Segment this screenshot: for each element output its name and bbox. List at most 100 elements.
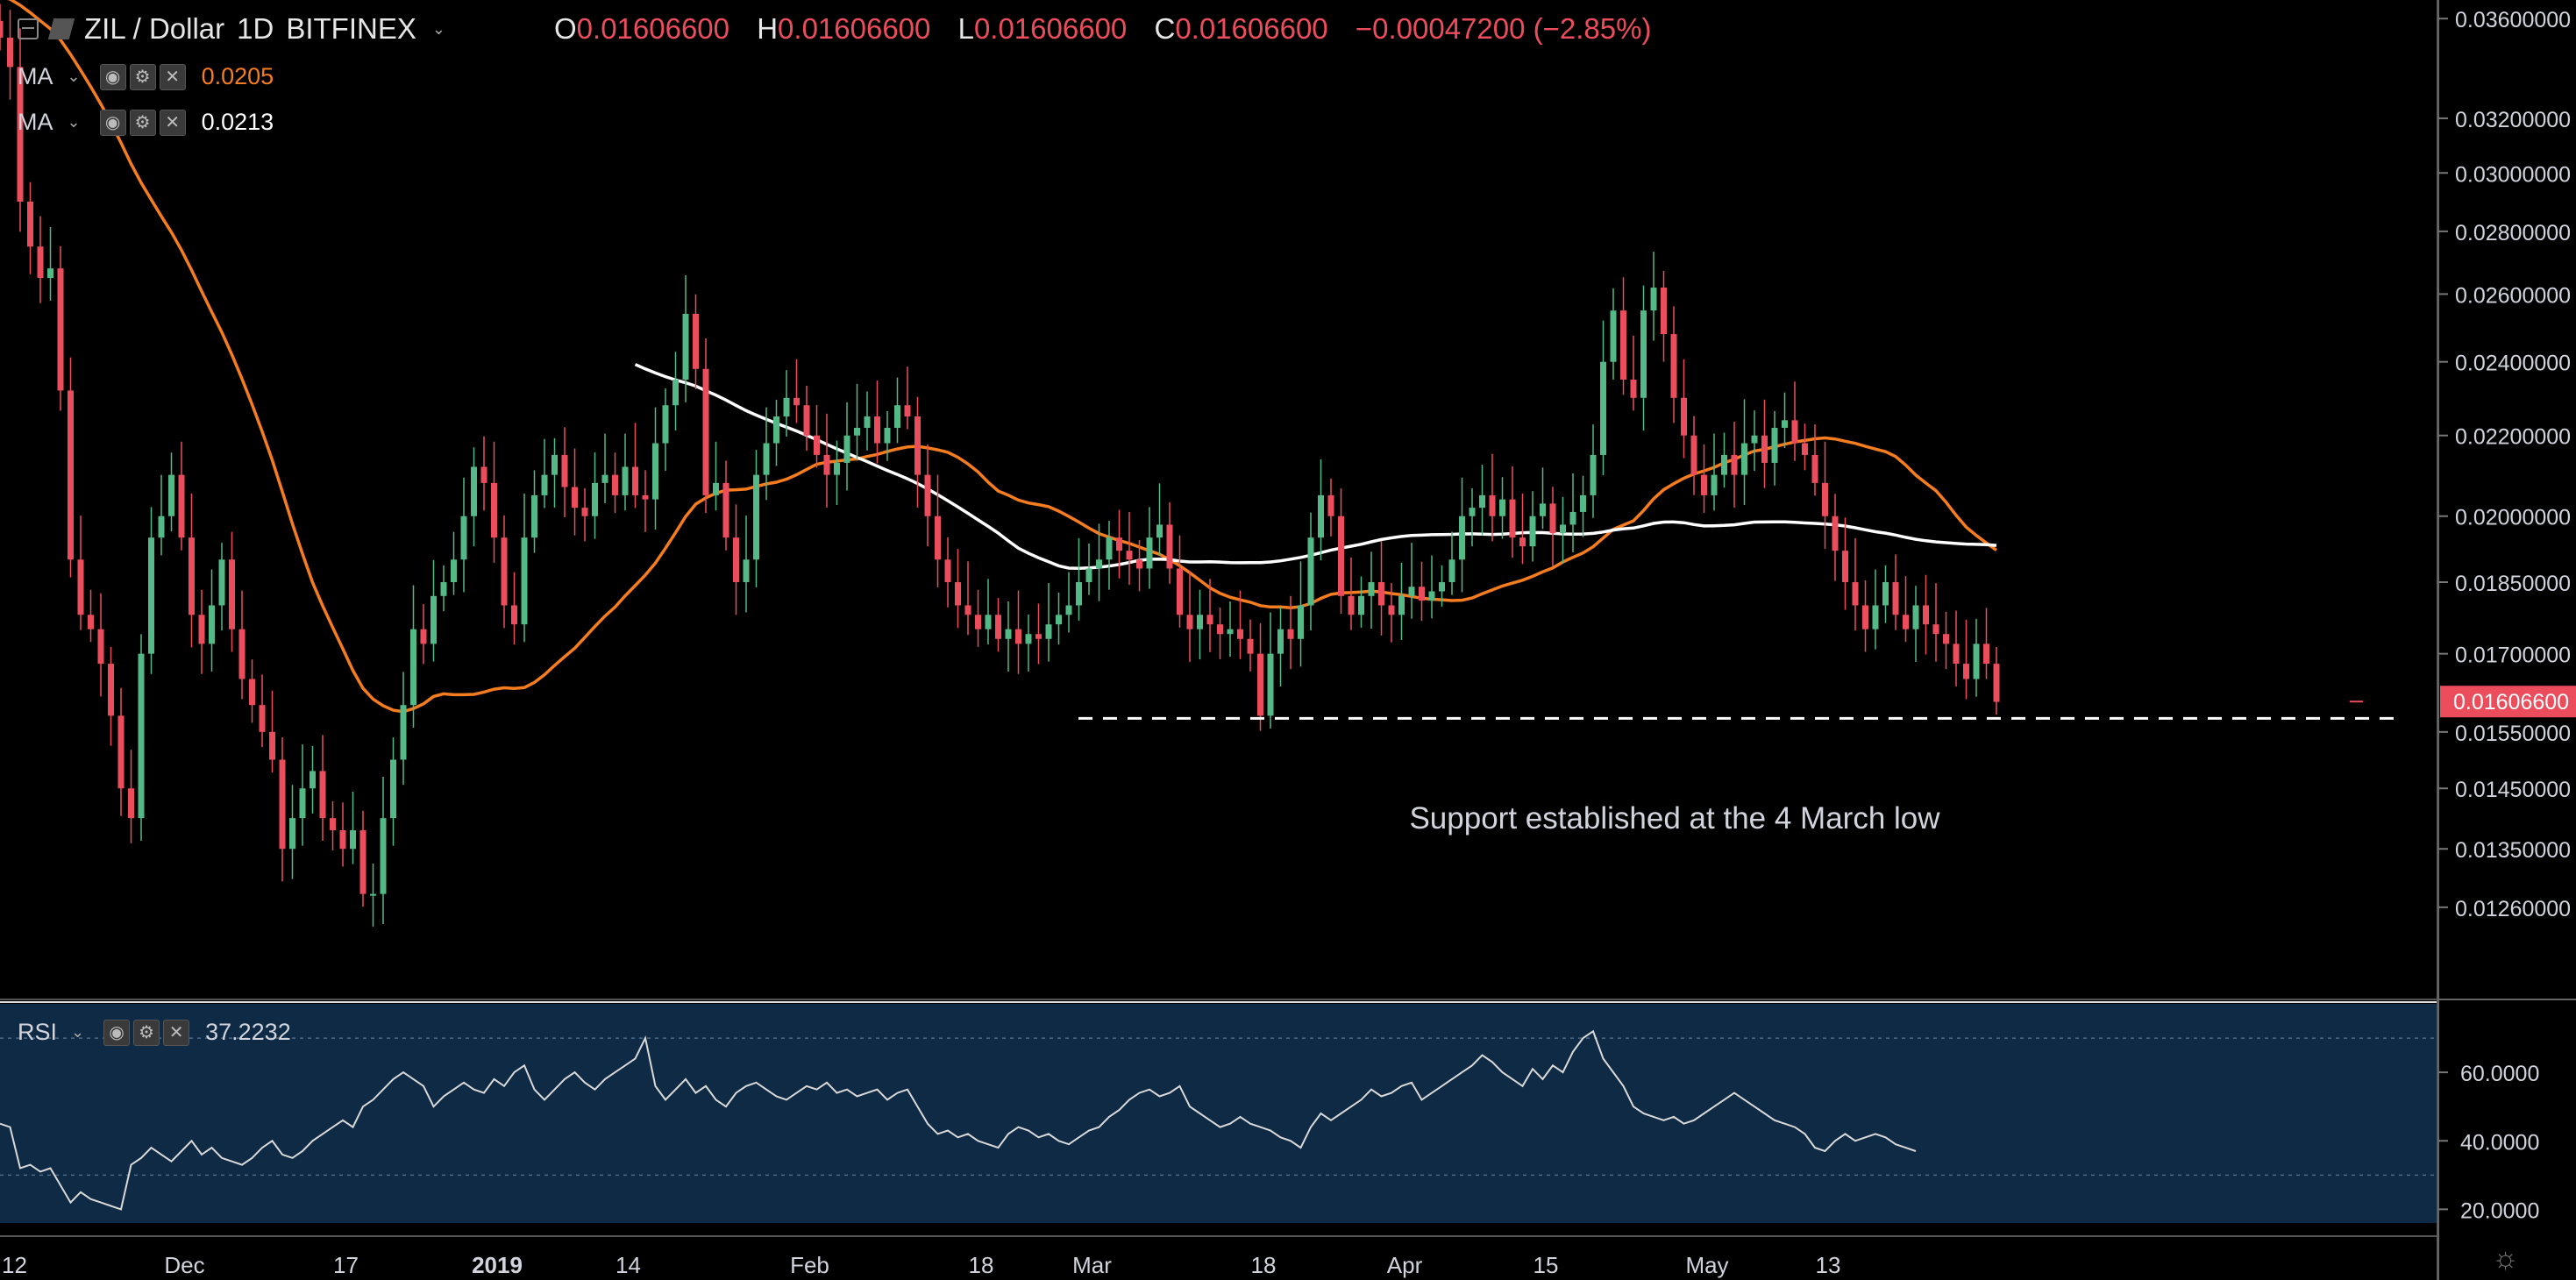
- candle: [1741, 399, 1747, 506]
- price-axis-tick: 0.02400000: [2455, 352, 2571, 376]
- candle: [299, 744, 306, 846]
- candle: [47, 227, 53, 301]
- candle: [1177, 535, 1183, 628]
- ma-fast-legend[interactable]: MA ⌄ ◉ ⚙ ✕ 0.0205: [18, 63, 274, 90]
- candle: [189, 494, 195, 648]
- symbol-name[interactable]: ZIL / Dollar: [84, 12, 225, 45]
- candle: [238, 590, 246, 700]
- candle: [1499, 477, 1505, 539]
- candle: [702, 338, 709, 514]
- candle: [68, 357, 74, 578]
- candle: [1428, 555, 1435, 619]
- chevron-down-icon[interactable]: ⌄: [67, 113, 81, 131]
- candle: [1287, 595, 1294, 670]
- gear-icon[interactable]: ⚙: [129, 63, 156, 90]
- candle: [1731, 422, 1738, 508]
- collapse-icon[interactable]: [18, 18, 39, 39]
- close-icon[interactable]: ✕: [159, 63, 186, 90]
- close-value: 0.01606600: [1175, 12, 1328, 45]
- candle: [57, 245, 64, 411]
- candle: [521, 494, 528, 643]
- candle: [511, 572, 517, 645]
- time-axis-tick: 17: [333, 1252, 359, 1278]
- candle: [7, 10, 13, 100]
- candle: [864, 391, 871, 451]
- candle: [874, 380, 880, 464]
- candle: [1419, 561, 1425, 622]
- price-axis-tick: 0.03600000: [2455, 8, 2571, 32]
- candle: [1146, 507, 1153, 589]
- ma-slow-legend[interactable]: MA ⌄ ◉ ⚙ ✕ 0.0213: [18, 109, 274, 136]
- rsi-legend[interactable]: RSI ⌄ ◉ ⚙ ✕ 37.2232: [18, 1019, 291, 1046]
- interval-label[interactable]: 1D: [237, 12, 274, 45]
- candle: [1267, 612, 1274, 729]
- ma-slow-line: [634, 363, 1997, 571]
- current-price-tag-label: 0.01606600: [2453, 690, 2569, 715]
- gear-icon[interactable]: ⚙: [129, 109, 156, 136]
- close-icon[interactable]: ✕: [159, 109, 186, 136]
- candle: [1711, 433, 1718, 511]
- candle: [319, 735, 326, 841]
- candle: [501, 515, 508, 629]
- candle: [1106, 521, 1113, 590]
- eye-icon[interactable]: ◉: [103, 1019, 131, 1046]
- candle: [1076, 537, 1082, 621]
- candle: [1590, 424, 1597, 518]
- candle: [1237, 590, 1243, 659]
- candle: [1690, 416, 1697, 495]
- ma-fast-name: MA: [18, 63, 53, 89]
- candle: [1782, 392, 1788, 449]
- candle: [783, 370, 790, 437]
- eye-icon[interactable]: ◉: [99, 109, 126, 136]
- candle: [1569, 473, 1576, 552]
- candle: [1015, 590, 1021, 674]
- candle: [289, 785, 295, 879]
- candle: [1156, 483, 1163, 556]
- candle: [672, 352, 679, 430]
- candle: [1549, 487, 1556, 566]
- rsi-value: 37.2232: [205, 1019, 291, 1045]
- ma-slow-layer: [634, 363, 1997, 571]
- chevron-down-icon[interactable]: ⌄: [67, 68, 81, 85]
- candle: [1802, 423, 1808, 471]
- candle: [1650, 252, 1657, 341]
- candle: [1943, 611, 1949, 670]
- rsi-axis-tick: 20.0000: [2460, 1198, 2539, 1223]
- candle: [1670, 306, 1677, 423]
- candle: [370, 863, 376, 927]
- candle: [622, 433, 629, 511]
- candle: [1519, 494, 1526, 565]
- candle: [1923, 574, 1929, 655]
- candle: [117, 687, 125, 816]
- candle: [279, 737, 286, 882]
- close-icon[interactable]: ✕: [163, 1019, 190, 1046]
- candle: [1701, 444, 1707, 514]
- candle: [471, 447, 477, 547]
- exchange-label[interactable]: BITFINEX: [286, 12, 416, 45]
- candle: [1852, 537, 1859, 631]
- candle: [763, 407, 770, 501]
- gear-icon[interactable]: ⚙: [133, 1019, 160, 1046]
- candle: [158, 474, 165, 556]
- eye-icon[interactable]: ◉: [99, 63, 126, 90]
- candle: [572, 448, 578, 536]
- chevron-down-icon[interactable]: ⌄: [71, 1023, 85, 1041]
- candle: [1408, 543, 1415, 619]
- candle: [1540, 467, 1546, 530]
- candle: [1126, 512, 1133, 585]
- price-axis-tick: 0.03000000: [2455, 162, 2571, 187]
- settings-gear-icon[interactable]: ☼: [2492, 1241, 2520, 1275]
- candle: [451, 531, 457, 595]
- price-axis-tick: 0.01350000: [2455, 838, 2571, 863]
- candle: [753, 450, 759, 587]
- candle: [1489, 453, 1496, 542]
- candle: [1358, 576, 1364, 628]
- candle: [148, 507, 154, 674]
- chevron-down-icon[interactable]: ⌄: [431, 19, 445, 38]
- candle: [97, 593, 104, 697]
- candle: [662, 388, 669, 472]
- candle: [854, 383, 860, 461]
- candle: [1963, 619, 1969, 700]
